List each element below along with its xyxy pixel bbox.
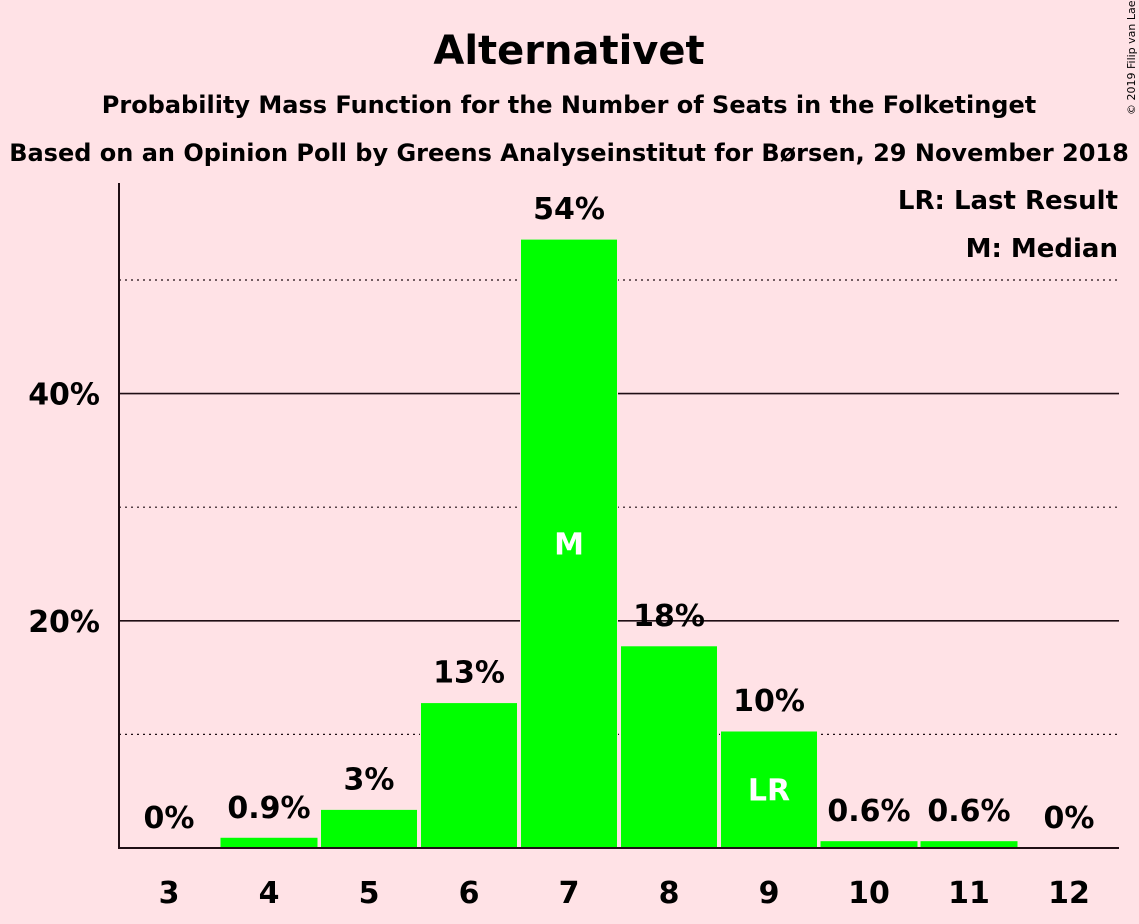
last-result-marker: LR: [748, 773, 790, 808]
legend-last-result: LR: Last Result: [898, 186, 1118, 216]
bar-seats-4: [220, 837, 318, 848]
data-label: 0.6%: [827, 794, 910, 829]
data-label: 0.9%: [227, 791, 310, 826]
data-label: 18%: [633, 599, 705, 634]
bar-seats-7: [520, 238, 618, 849]
data-label: 54%: [533, 192, 605, 227]
y-tick-label: 40%: [28, 378, 100, 413]
y-axis-ticks: 20% 40%: [28, 378, 100, 640]
legend-median: M: Median: [966, 234, 1118, 264]
x-tick-label: 3: [159, 876, 180, 911]
bars: [220, 238, 1018, 849]
x-tick-label: 5: [359, 876, 380, 911]
x-tick-label: 6: [459, 876, 480, 911]
bar-seats-10: [820, 841, 918, 848]
bar-seats-9: [720, 730, 818, 849]
x-tick-label: 11: [948, 876, 990, 911]
bar-seats-8: [620, 645, 718, 849]
data-label: 0.6%: [927, 794, 1010, 829]
bar-seats-5: [320, 808, 418, 849]
chart-source: Based on an Opinion Poll by Greens Analy…: [9, 139, 1129, 167]
bar-seats-6: [420, 702, 518, 849]
x-axis-ticks: 3 4 5 6 7 8 9 10 11 12: [159, 876, 1090, 911]
x-tick-label: 10: [848, 876, 890, 911]
data-labels: 0% 0.9% 3% 13% 54% 18% 10% 0.6% 0.6% 0% M LR: [144, 192, 1095, 836]
x-tick-label: 12: [1048, 876, 1090, 911]
data-label: 0%: [144, 801, 195, 836]
chart-title: Alternativet: [433, 28, 704, 74]
copyright-notice: © 2019 Filip van Laenen: [1125, 0, 1138, 115]
y-tick-label: 20%: [28, 605, 100, 640]
gridlines: [119, 279, 1119, 736]
data-label: 10%: [733, 684, 805, 719]
median-marker: M: [554, 528, 584, 563]
chart-subtitle: Probability Mass Function for the Number…: [102, 91, 1036, 119]
x-tick-label: 9: [759, 876, 780, 911]
bar-seats-11: [920, 841, 1018, 848]
data-label: 13%: [433, 656, 505, 691]
x-tick-label: 8: [659, 876, 680, 911]
data-label: 3%: [344, 762, 395, 797]
data-label: 0%: [1044, 801, 1095, 836]
x-tick-label: 4: [259, 876, 280, 911]
x-tick-label: 7: [559, 876, 580, 911]
